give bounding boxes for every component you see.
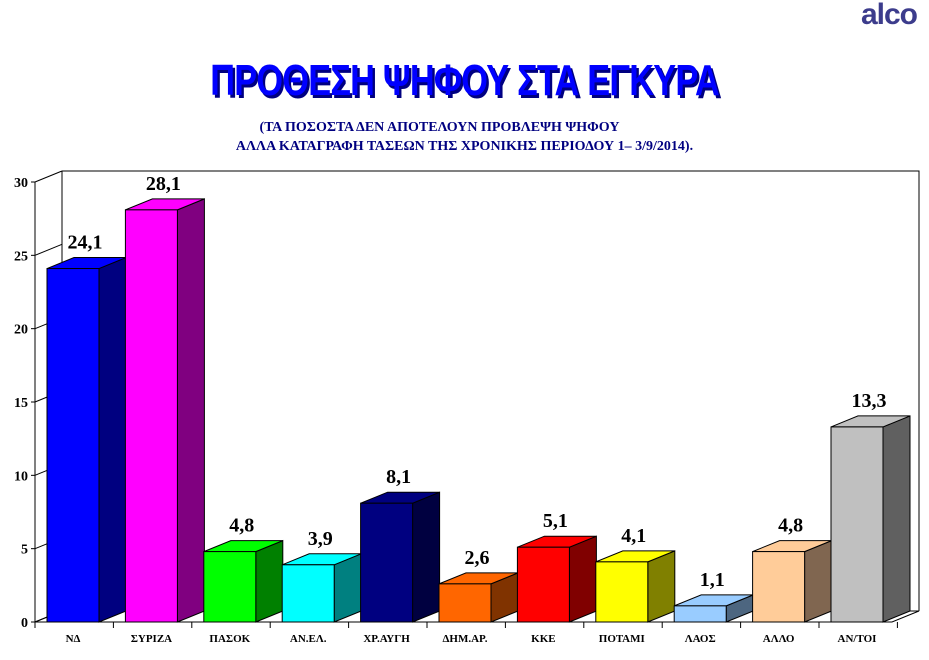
bar bbox=[281, 564, 335, 623]
y-tick-label: 20 bbox=[14, 323, 28, 338]
bar bbox=[46, 268, 100, 623]
x-tick-label: ΣΥΡΙΖΑ bbox=[131, 633, 172, 645]
data-label: 4,8 bbox=[229, 515, 254, 537]
x-tick-label: ΛΑΟΣ bbox=[685, 633, 716, 645]
bar-side bbox=[882, 415, 911, 623]
bar-side bbox=[98, 256, 127, 623]
data-label: 5,1 bbox=[543, 510, 568, 532]
bar bbox=[673, 605, 727, 623]
bar bbox=[360, 502, 414, 623]
x-tick-label: ΠΟΤΑΜΙ bbox=[599, 633, 645, 645]
bar bbox=[752, 551, 806, 623]
data-label: 13,3 bbox=[852, 390, 887, 412]
y-tick-label: 0 bbox=[21, 616, 28, 631]
y-tick-label: 30 bbox=[14, 176, 28, 191]
bar-side bbox=[804, 539, 833, 623]
bar-side bbox=[412, 491, 441, 623]
data-label: 4,8 bbox=[778, 515, 803, 537]
bar-side bbox=[333, 553, 362, 623]
bar bbox=[595, 561, 649, 623]
bar bbox=[516, 546, 570, 623]
bar-side bbox=[647, 550, 676, 623]
x-tick-label: ΧΡ.ΑΥΓΗ bbox=[363, 633, 410, 645]
data-label: 1,1 bbox=[700, 569, 725, 591]
y-tick-label: 15 bbox=[14, 396, 28, 411]
x-tick-label: ΑΛΛΟ bbox=[763, 633, 795, 645]
x-tick-label: ΚΚΕ bbox=[531, 633, 555, 645]
x-tick-label: ΑΝ.ΕΛ. bbox=[290, 633, 327, 645]
chart-title: ΠΡΟΘΕΣΗ ΨΗΦΟΥ ΣΤΑ ΕΓΚΥΡΑ bbox=[210, 56, 719, 105]
x-tick-label: ΠΑΣΟΚ bbox=[209, 633, 250, 645]
data-label: 4,1 bbox=[621, 525, 646, 547]
y-tick-label: 10 bbox=[14, 469, 28, 484]
x-tick-label: ΔΗΜ.ΑΡ. bbox=[443, 633, 488, 645]
y-tick-label: 5 bbox=[21, 543, 28, 558]
alco-logo: alco bbox=[860, 0, 918, 31]
data-label: 8,1 bbox=[386, 466, 411, 488]
y-tick-depth bbox=[34, 170, 63, 183]
y-tick-label: 25 bbox=[14, 249, 28, 264]
data-label: 24,1 bbox=[68, 232, 103, 254]
bar bbox=[203, 551, 257, 623]
data-label: 2,6 bbox=[465, 547, 490, 569]
bar bbox=[830, 426, 884, 623]
back-wall bbox=[62, 170, 920, 611]
data-label: 28,1 bbox=[146, 173, 181, 195]
bar-side bbox=[176, 198, 205, 623]
bar bbox=[438, 583, 492, 623]
data-label: 3,9 bbox=[308, 528, 333, 550]
chart-subtitle-line-2: ΑΛΛΑ ΚΑΤΑΓΡΑΦΗ ΤΑΣΕΩΝ ΤΗΣ ΧΡΟΝΙΚΗΣ ΠΕΡΙΟ… bbox=[235, 139, 694, 154]
x-tick-label: ΝΔ bbox=[66, 633, 81, 645]
y-tick-depth bbox=[34, 243, 63, 256]
bar bbox=[124, 209, 178, 623]
bar-side bbox=[255, 539, 284, 623]
chart-subtitle-line-1: (ΤΑ ΠΟΣΟΣΤΑ ΔΕΝ ΑΠΟΤΕΛΟΥΝ ΠΡΟΒΛΕΨΗ ΨΗΦΟΥ bbox=[259, 120, 620, 135]
x-tick-label: ΑΝ/ΤΟΙ bbox=[838, 633, 877, 645]
bar-side bbox=[568, 535, 597, 623]
